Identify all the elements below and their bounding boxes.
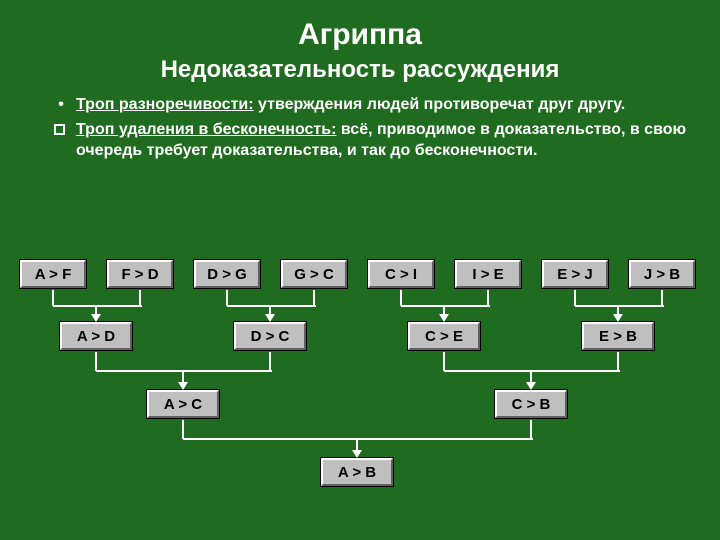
bullet-square-icon xyxy=(54,124,65,135)
bullet-lead: Троп удаления в бесконечность: xyxy=(76,121,336,138)
connector-line xyxy=(53,305,142,307)
connector-line xyxy=(617,352,619,371)
bullet-list: • Троп разноречивости: утверждения людей… xyxy=(52,95,688,165)
arrow-down-icon xyxy=(91,314,101,322)
bullet-item: • Троп разноречивости: утверждения людей… xyxy=(52,95,688,116)
tree-node: A > B xyxy=(321,458,393,486)
arrow-down-icon xyxy=(178,382,188,390)
bullet-lead: Троп разноречивости: xyxy=(76,96,254,113)
tree-node: D > G xyxy=(194,260,260,288)
connector-line xyxy=(183,438,533,440)
connector-line xyxy=(226,290,228,306)
connector-line xyxy=(444,370,620,372)
bullet-dot-icon: • xyxy=(52,95,70,116)
tree-node: F > D xyxy=(107,260,173,288)
connector-line xyxy=(574,290,576,306)
arrow-down-icon xyxy=(265,314,275,322)
arrow-down-icon xyxy=(613,314,623,322)
tree-node: G > C xyxy=(281,260,347,288)
tree-node: A > F xyxy=(20,260,86,288)
bullet-rest: утверждения людей противоречат друг друг… xyxy=(254,96,626,113)
connector-line xyxy=(530,420,532,439)
connector-line xyxy=(95,352,97,371)
tree-node: D > C xyxy=(234,322,306,350)
connector-line xyxy=(575,305,664,307)
tree-node: A > C xyxy=(147,390,219,418)
tree-node: I > E xyxy=(455,260,521,288)
connector-line xyxy=(313,290,315,306)
tree-node: J > B xyxy=(629,260,695,288)
tree-node: C > I xyxy=(368,260,434,288)
connector-line xyxy=(401,305,490,307)
page-title: Агриппа xyxy=(0,18,720,52)
connector-line xyxy=(227,305,316,307)
tree-node: E > B xyxy=(582,322,654,350)
connector-line xyxy=(400,290,402,306)
bullet-item: Троп удаления в бесконечность: всё, прив… xyxy=(52,120,688,162)
tree-node: C > B xyxy=(495,390,567,418)
connector-line xyxy=(182,420,184,439)
connector-line xyxy=(269,352,271,371)
connector-line xyxy=(96,370,272,372)
connector-line xyxy=(661,290,663,306)
page-subtitle: Недоказательность рассуждения xyxy=(0,56,720,84)
connector-line xyxy=(139,290,141,306)
arrow-down-icon xyxy=(526,382,536,390)
connector-line xyxy=(487,290,489,306)
arrow-down-icon xyxy=(352,450,362,458)
arrow-down-icon xyxy=(439,314,449,322)
tree-node: E > J xyxy=(542,260,608,288)
connector-line xyxy=(52,290,54,306)
connector-line xyxy=(443,352,445,371)
slide: Агриппа Недоказательность рассуждения • … xyxy=(0,0,720,540)
tree-node: A > D xyxy=(60,322,132,350)
tree-node: C > E xyxy=(408,322,480,350)
